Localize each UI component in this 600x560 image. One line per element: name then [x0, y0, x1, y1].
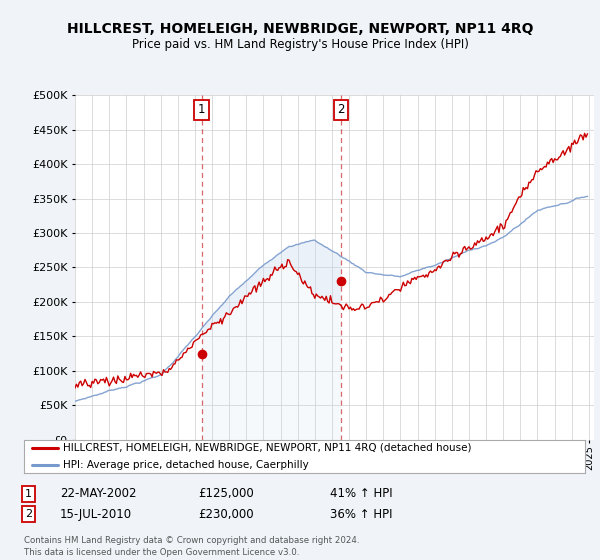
Text: 36% ↑ HPI: 36% ↑ HPI: [330, 507, 392, 521]
Text: This data is licensed under the Open Government Licence v3.0.: This data is licensed under the Open Gov…: [24, 548, 299, 557]
Text: 1: 1: [25, 489, 32, 499]
Text: 22-MAY-2002: 22-MAY-2002: [60, 487, 137, 501]
Text: £230,000: £230,000: [198, 507, 254, 521]
Text: 41% ↑ HPI: 41% ↑ HPI: [330, 487, 392, 501]
Text: 15-JUL-2010: 15-JUL-2010: [60, 507, 132, 521]
Text: 1: 1: [198, 104, 205, 116]
Text: HILLCREST, HOMELEIGH, NEWBRIDGE, NEWPORT, NP11 4RQ: HILLCREST, HOMELEIGH, NEWBRIDGE, NEWPORT…: [67, 22, 533, 36]
Text: HPI: Average price, detached house, Caerphilly: HPI: Average price, detached house, Caer…: [63, 460, 309, 470]
Text: HILLCREST, HOMELEIGH, NEWBRIDGE, NEWPORT, NP11 4RQ (detached house): HILLCREST, HOMELEIGH, NEWBRIDGE, NEWPORT…: [63, 443, 472, 453]
Text: Contains HM Land Registry data © Crown copyright and database right 2024.: Contains HM Land Registry data © Crown c…: [24, 536, 359, 545]
Text: 2: 2: [337, 104, 345, 116]
Text: £125,000: £125,000: [198, 487, 254, 501]
Text: 2: 2: [25, 509, 32, 519]
Text: Price paid vs. HM Land Registry's House Price Index (HPI): Price paid vs. HM Land Registry's House …: [131, 38, 469, 50]
